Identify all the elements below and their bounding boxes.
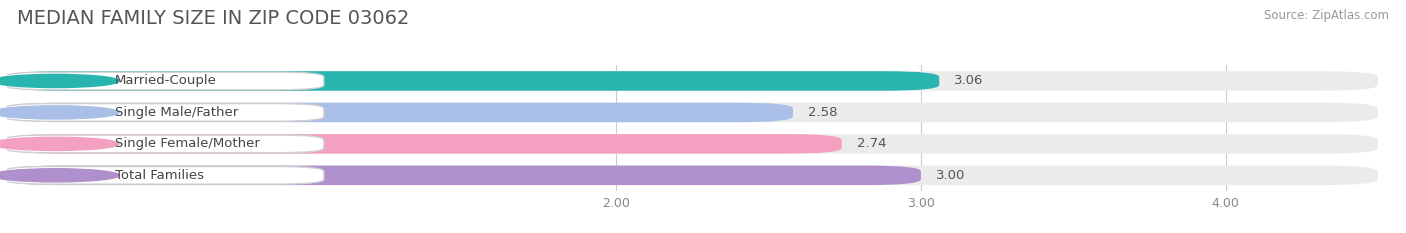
FancyBboxPatch shape — [4, 72, 323, 90]
Circle shape — [0, 169, 120, 182]
Text: 2.74: 2.74 — [856, 137, 886, 150]
Circle shape — [0, 74, 120, 88]
Circle shape — [0, 137, 120, 151]
Text: 3.00: 3.00 — [936, 169, 966, 182]
FancyBboxPatch shape — [7, 103, 1378, 122]
FancyBboxPatch shape — [7, 166, 921, 185]
FancyBboxPatch shape — [4, 167, 323, 184]
FancyBboxPatch shape — [7, 166, 1378, 185]
FancyBboxPatch shape — [7, 103, 793, 122]
Text: Total Families: Total Families — [115, 169, 204, 182]
FancyBboxPatch shape — [7, 71, 1378, 91]
FancyBboxPatch shape — [7, 134, 1378, 154]
FancyBboxPatch shape — [7, 71, 939, 91]
Text: Single Female/Mother: Single Female/Mother — [115, 137, 260, 150]
Text: 3.06: 3.06 — [955, 75, 984, 87]
FancyBboxPatch shape — [4, 135, 323, 153]
Text: Single Male/Father: Single Male/Father — [115, 106, 238, 119]
Text: Source: ZipAtlas.com: Source: ZipAtlas.com — [1264, 9, 1389, 22]
Text: 2.58: 2.58 — [808, 106, 838, 119]
Text: MEDIAN FAMILY SIZE IN ZIP CODE 03062: MEDIAN FAMILY SIZE IN ZIP CODE 03062 — [17, 9, 409, 28]
Circle shape — [0, 106, 120, 119]
Text: Married-Couple: Married-Couple — [115, 75, 217, 87]
FancyBboxPatch shape — [7, 134, 842, 154]
FancyBboxPatch shape — [4, 104, 323, 121]
